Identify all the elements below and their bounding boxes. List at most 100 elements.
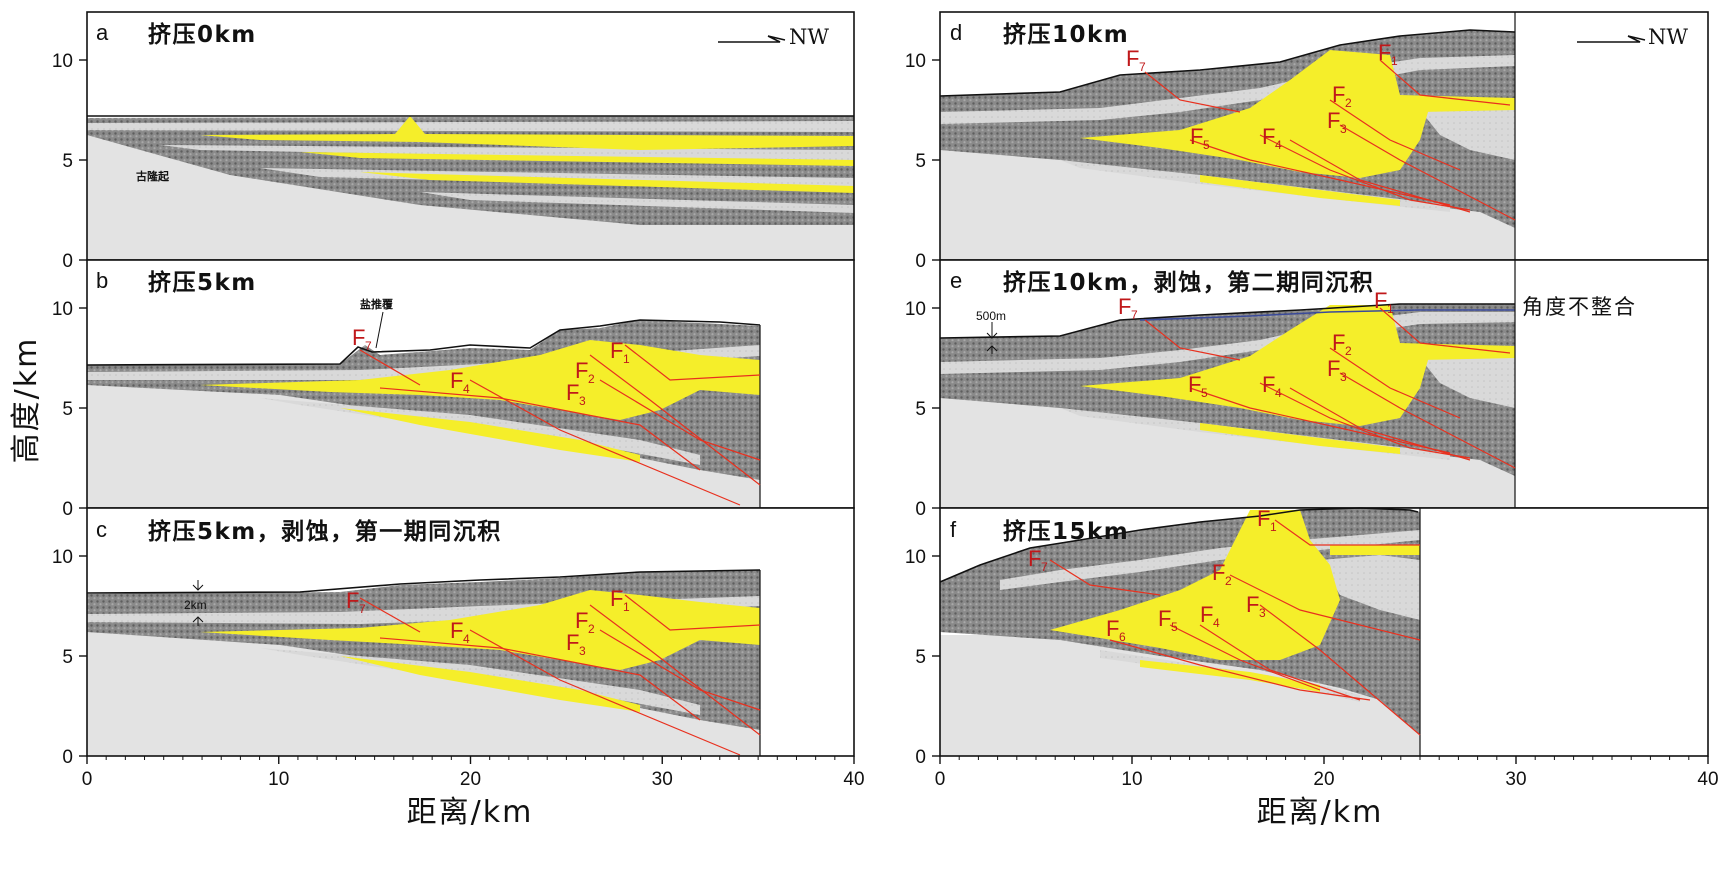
svg-text:1: 1 (623, 352, 630, 366)
fault-lines (1049, 519, 1421, 736)
svg-text:F: F (1158, 606, 1171, 631)
unconformity-line (1139, 309, 1515, 321)
panel-e-title: 挤压10km，剥蚀，第二期同沉积 (1003, 269, 1374, 296)
fault-lines (359, 344, 761, 506)
panel-d-title: 挤压10km (1003, 21, 1129, 48)
svg-text:F: F (1257, 506, 1270, 531)
panel-a-letter: a (96, 20, 109, 45)
svg-text:3: 3 (1340, 370, 1347, 384)
salt-layer (1050, 510, 1340, 660)
fault-lines (359, 594, 761, 756)
direction-arrow-icon (1577, 35, 1646, 43)
y-tick-label: 5 (915, 399, 926, 420)
thickness-marker (192, 580, 204, 626)
svg-text:6: 6 (1119, 630, 1126, 644)
thickness-marker (986, 322, 998, 354)
panel-c-letter: c (96, 517, 107, 542)
y-tick-label: 10 (52, 299, 73, 320)
thickness-label: 500m (976, 309, 1006, 323)
svg-text:5: 5 (1203, 138, 1210, 152)
panel-e-letter: e (950, 268, 962, 293)
svg-text:5: 5 (1201, 386, 1208, 400)
panel-f-title: 挤压15km (1003, 518, 1129, 545)
x-tick-label: 30 (652, 769, 673, 790)
panel-c-title: 挤压5km，剥蚀，第一期同沉积 (148, 518, 502, 545)
y-tick-label: 10 (52, 51, 73, 72)
svg-text:5: 5 (1171, 620, 1178, 634)
salt-layer (1080, 305, 1430, 426)
svg-text:F: F (450, 618, 463, 643)
svg-text:F: F (1262, 372, 1275, 397)
svg-text:F: F (1188, 372, 1201, 397)
svg-text:7: 7 (1041, 560, 1048, 574)
svg-text:1: 1 (1270, 520, 1277, 534)
svg-text:3: 3 (1259, 606, 1266, 620)
x-tick-label: 40 (843, 769, 864, 790)
y-tick-label: 10 (905, 51, 926, 72)
svg-text:F: F (1332, 330, 1345, 355)
svg-text:3: 3 (579, 644, 586, 658)
direction-label: NW (789, 25, 829, 49)
svg-text:7: 7 (1131, 308, 1138, 322)
svg-text:2: 2 (1225, 574, 1232, 588)
salt-layer (200, 590, 760, 670)
fault-lines (1144, 307, 1516, 469)
svg-text:F: F (1332, 82, 1345, 107)
y-tick-label: 5 (915, 647, 926, 668)
angular-unconformity-label: 角度不整合 (1522, 295, 1637, 319)
y-tick-label: 10 (52, 547, 73, 568)
y-tick-label: 10 (905, 547, 926, 568)
svg-text:4: 4 (1213, 616, 1220, 630)
svg-text:F: F (1200, 602, 1213, 627)
x-tick-label: 10 (268, 769, 289, 790)
thickness-label: 2km (184, 598, 207, 612)
svg-text:F: F (352, 325, 365, 350)
x-tick-label: 40 (1697, 769, 1718, 790)
axis-ticks: 0 5 10 0 5 10 0 5 10 0 10 20 30 40 0 5 10 0 5 10 0 5 10 0 10 20 30… (52, 51, 1719, 790)
svg-text:F: F (566, 630, 579, 655)
direction-arrow-icon (718, 35, 786, 43)
svg-text:2: 2 (588, 622, 595, 636)
svg-text:F: F (575, 358, 588, 383)
svg-text:1: 1 (1391, 54, 1398, 68)
y-tick-label: 0 (915, 251, 926, 272)
svg-text:F: F (1262, 124, 1275, 149)
svg-text:7: 7 (359, 602, 366, 616)
panel-a: a 挤压0km 古隆起 NW (86, 11, 855, 261)
y-tick-label: 0 (915, 499, 926, 520)
y-tick-label: 0 (62, 251, 73, 272)
svg-text:F: F (1374, 288, 1387, 313)
svg-text:F: F (566, 380, 579, 405)
svg-text:F: F (346, 588, 359, 613)
salt-layer (200, 116, 854, 150)
svg-text:F: F (1378, 40, 1391, 65)
y-tick-label: 0 (915, 747, 926, 768)
svg-text:F: F (1212, 560, 1225, 585)
panel-f-letter: f (950, 517, 957, 542)
paleo-uplift-label: 古隆起 (136, 169, 170, 183)
y-tick-label: 0 (62, 499, 73, 520)
